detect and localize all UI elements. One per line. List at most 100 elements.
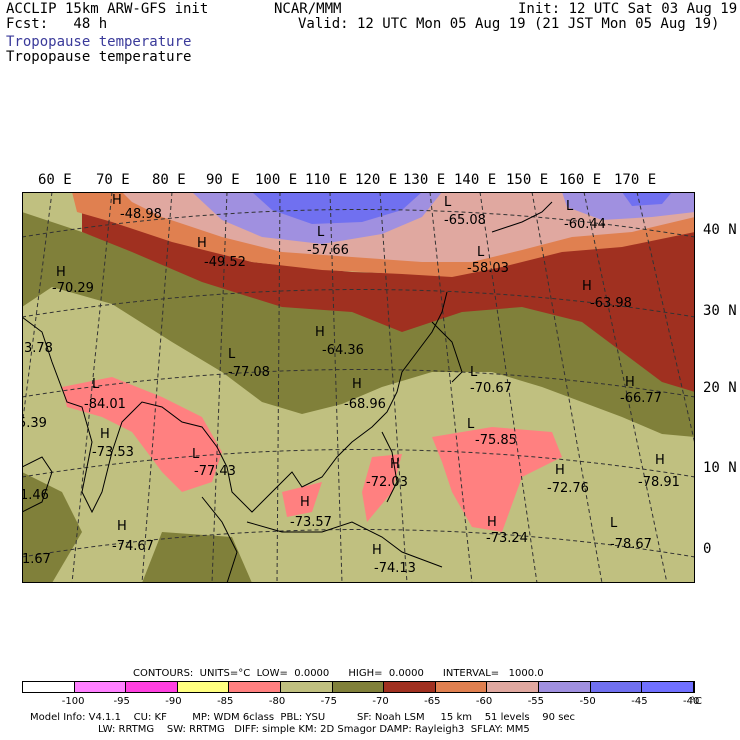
extremum-value: -78.67 — [610, 537, 652, 552]
extremum-marker: H — [655, 453, 665, 468]
field-label-shaded: Tropopause temperature — [6, 34, 192, 50]
colorbar-tick-label: -75 — [320, 696, 337, 707]
colorbar-swatch — [23, 682, 75, 692]
lat-label: 10 N — [703, 460, 737, 476]
extremum-marker: H — [372, 543, 382, 558]
colorbar-tick-label: -45 — [631, 696, 648, 707]
colorbar-swatch — [590, 682, 643, 692]
extremum-value: -74.13 — [374, 561, 416, 576]
lon-label: 130 E — [403, 172, 446, 188]
extremum-marker: H — [555, 463, 565, 478]
extremum-value: -72.76 — [547, 481, 589, 496]
extremum-marker: L — [317, 225, 325, 240]
colorbar-tick-label: -65 — [424, 696, 441, 707]
forecast-hour: Fcst: 48 h — [6, 16, 108, 32]
organization: NCAR/MMM — [274, 1, 342, 17]
extremum-marker: L — [192, 447, 200, 462]
colorbar-tick-label: -95 — [113, 696, 130, 707]
extremum-marker: L — [477, 245, 485, 260]
extremum-marker: L — [610, 516, 618, 531]
colorbar-tick-label: -70 — [372, 696, 389, 707]
init-time: Init: 12 UTC Sat 03 Aug 19 — [518, 1, 738, 17]
extremum-marker: H — [352, 377, 362, 392]
extremum-value: -66.77 — [620, 391, 662, 406]
extremum-marker: L — [566, 199, 574, 214]
extremum-value: -72.03 — [366, 475, 408, 490]
lat-label: 30 N — [703, 303, 737, 319]
extremum-marker: L — [470, 365, 478, 380]
contours-info: CONTOURS: UNITS=°C LOW= 0.0000 HIGH= 0.0… — [133, 668, 544, 679]
colorbar-tick-label: -85 — [217, 696, 234, 707]
extremum-value: -78.91 — [638, 475, 680, 490]
lon-label: 90 E — [206, 172, 240, 188]
colorbar-tick-label: -40 — [683, 696, 700, 707]
extremum-marker: L — [467, 417, 475, 432]
colorbar-swatch — [74, 682, 127, 692]
extremum-marker: H — [625, 375, 635, 390]
colorbar-swatch — [229, 682, 282, 692]
colorbar-tick-label: -100 — [61, 696, 85, 707]
lon-label: 60 E — [38, 172, 72, 188]
colorbar-tick-label: -90 — [165, 696, 182, 707]
lat-label: 0 — [703, 541, 712, 557]
extremum-marker: H — [300, 495, 310, 510]
band-minus80-patch — [62, 377, 222, 492]
colorbar-swatch — [435, 682, 488, 692]
extremum-marker: H — [582, 279, 592, 294]
colorbar-swatch — [332, 682, 385, 692]
colorbar-swatch — [177, 682, 230, 692]
extremum-value: -73.53 — [92, 445, 134, 460]
lon-label: 120 E — [355, 172, 398, 188]
extremum-value: 1.46 — [22, 488, 49, 503]
lon-label: 170 E — [614, 172, 657, 188]
extremum-marker: L — [228, 347, 236, 362]
band-minus45-east — [622, 192, 672, 206]
tropopause-temperature-map: H -48.98 H -49.52 L -57.66 L -65.08 L -6… — [22, 192, 695, 583]
lon-label: 70 E — [96, 172, 130, 188]
extremum-value: -73.57 — [290, 515, 332, 530]
extremum-marker: H — [100, 427, 110, 442]
colorbar-unit: °C — [690, 696, 702, 707]
band-minus70 — [22, 212, 695, 437]
band-minus70-patch — [22, 472, 82, 583]
extremum-value: -65.08 — [444, 213, 486, 228]
extremum-value: -70.29 — [52, 281, 94, 296]
colorbar-swatch — [126, 682, 178, 692]
colorbar-swatch — [642, 682, 694, 692]
extremum-marker: L — [92, 377, 100, 392]
lon-label: 80 E — [152, 172, 186, 188]
colorbar — [22, 681, 695, 693]
lon-label: 160 E — [559, 172, 602, 188]
extremum-value: -64.36 — [322, 343, 364, 358]
extremum-value: 1.67 — [22, 552, 51, 567]
colorbar-tick-label: -80 — [268, 696, 286, 707]
colorbar-tick-label: -60 — [475, 696, 493, 707]
extremum-marker: H — [197, 236, 207, 251]
extremum-value: -49.52 — [204, 255, 246, 270]
band-minus80-patch — [432, 427, 562, 532]
field-label-contour: Tropopause temperature — [6, 49, 192, 65]
extremum-value: -63.98 — [590, 296, 632, 311]
model-info-line2: LW: RRTMG SW: RRTMG DIFF: simple KM: 2D … — [98, 724, 530, 735]
valid-time: Valid: 12 UTC Mon 05 Aug 19 (21 JST Mon … — [298, 16, 720, 32]
lon-label: 140 E — [454, 172, 497, 188]
colorbar-swatch — [384, 682, 436, 692]
band-minus70-patch — [142, 532, 252, 583]
extremum-value: -77.08 — [228, 365, 270, 380]
model-info-line1: Model Info: V4.1.1 CU: KF MP: WDM 6class… — [30, 712, 576, 723]
extremum-value: -84.01 — [84, 397, 126, 412]
extremum-marker: L — [444, 195, 452, 210]
colorbar-swatch — [281, 682, 333, 692]
extremum-marker: H — [112, 193, 122, 208]
extremum-value: 3.78 — [24, 341, 53, 356]
lon-label: 110 E — [305, 172, 348, 188]
extremum-value: -75.85 — [475, 433, 517, 448]
extremum-value: -70.67 — [470, 381, 512, 396]
extremum-value: -77.43 — [194, 464, 236, 479]
band-minus80-patch — [362, 454, 402, 522]
lon-label: 150 E — [506, 172, 549, 188]
extremum-value: -74.67 — [112, 539, 154, 554]
extremum-value: -57.66 — [307, 243, 349, 258]
extremum-marker: H — [315, 325, 325, 340]
model-title: ACCLIP 15km ARW-GFS init — [6, 1, 209, 17]
